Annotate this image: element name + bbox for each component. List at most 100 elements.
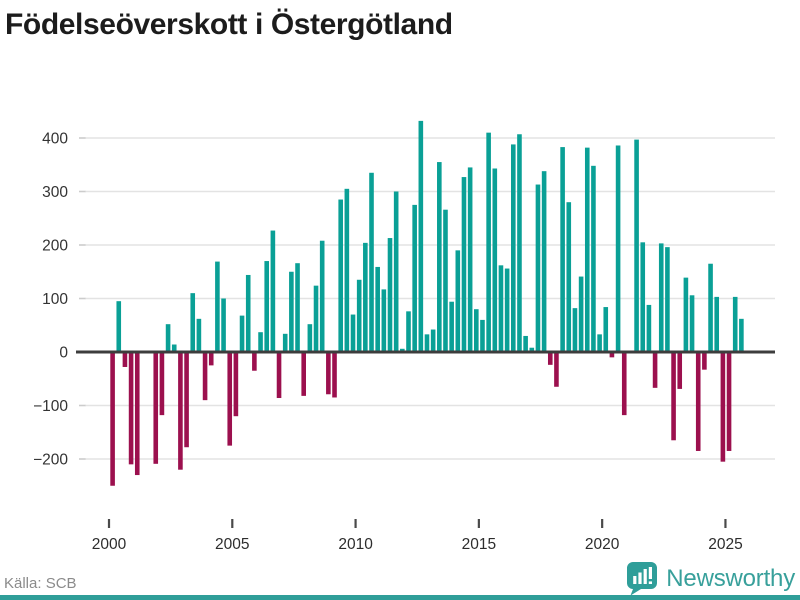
bar-2023-q2 <box>683 277 689 352</box>
bar-2016-q4 <box>523 335 528 352</box>
bar-2018-q1 <box>554 352 559 387</box>
bar-2007-q1 <box>282 333 288 352</box>
bar-2003-q1 <box>184 352 189 448</box>
bar-2005-q2 <box>239 315 245 352</box>
bar-2024-q4 <box>720 352 726 462</box>
bar-2021-q3 <box>640 242 646 352</box>
bar-2013-q2 <box>437 162 442 352</box>
bar-2004-q2 <box>215 261 220 352</box>
bar-2006-q4 <box>276 352 282 399</box>
xtick-label-2005: 2005 <box>215 536 249 553</box>
bar-2014-q4 <box>474 309 479 352</box>
ytick-label--200: −200 <box>33 452 68 469</box>
bar-2025-q2 <box>732 296 738 352</box>
newsworthy-wordmark: Newsworthy <box>666 565 795 592</box>
bar-2016-q2 <box>510 144 516 352</box>
bar-2019-q1 <box>578 276 584 352</box>
bar-2018-q3 <box>566 202 572 352</box>
bar-2021-q2 <box>634 139 639 352</box>
bar-2019-q3 <box>591 165 596 352</box>
bar-2015-q3 <box>492 168 498 352</box>
bar-2006-q3 <box>270 230 276 352</box>
bar-2025-q1 <box>726 352 732 451</box>
bar-2014-q1 <box>455 250 461 352</box>
xtick-label-2025: 2025 <box>708 536 742 553</box>
newsworthy-brand-link[interactable]: Newsworthy <box>627 562 795 596</box>
bar-2023-q4 <box>695 352 701 451</box>
bar-2013-q4 <box>449 301 454 352</box>
bar-2008-q3 <box>319 240 325 352</box>
bar-2007-q3 <box>295 263 300 352</box>
bar-2024-q2 <box>708 263 713 353</box>
bar-2005-q4 <box>252 352 257 371</box>
bar-2017-q2 <box>535 184 541 352</box>
xtick-label-2015: 2015 <box>462 536 496 553</box>
bar-2009-q2 <box>338 199 343 352</box>
bar-2020-q3 <box>615 145 621 352</box>
bar-2006-q1 <box>258 332 263 352</box>
bar-2005-q1 <box>233 352 239 417</box>
bar-2015-q1 <box>480 319 485 352</box>
bar-2022-q2 <box>658 243 664 352</box>
bar-2010-q1 <box>356 279 362 352</box>
xtick-label-2020: 2020 <box>585 536 620 553</box>
bar-2010-q3 <box>369 172 374 352</box>
ytick-label-100: 100 <box>42 291 68 308</box>
ytick-label-400: 400 <box>42 131 68 148</box>
bar-2023-q1 <box>677 352 683 389</box>
bar-2020-q4 <box>621 352 627 416</box>
bar-2023-q3 <box>689 295 695 352</box>
bar-2018-q2 <box>560 147 565 352</box>
bar-2006-q2 <box>264 261 270 352</box>
bar-2021-q4 <box>646 304 652 352</box>
bar-2011-q2 <box>387 238 393 352</box>
ytick-label-200: 200 <box>42 238 68 255</box>
bar-2011-q4 <box>400 348 405 352</box>
bar-2002-q4 <box>178 352 183 470</box>
bar-2011-q1 <box>381 289 387 352</box>
bar-2001-q4 <box>153 352 159 464</box>
bar-2004-q1 <box>208 352 214 366</box>
bar-2012-q3 <box>418 120 424 352</box>
bar-2007-q4 <box>301 352 306 396</box>
bar-2014-q2 <box>461 177 467 352</box>
bar-2017-q3 <box>541 171 547 352</box>
bar-2014-q3 <box>467 167 473 352</box>
bar-2000-q1 <box>110 352 115 486</box>
bar-2010-q2 <box>363 242 368 352</box>
bar-2004-q4 <box>227 352 233 446</box>
bar-2002-q1 <box>159 352 165 416</box>
bar-2022-q1 <box>652 352 658 388</box>
bar-2009-q3 <box>344 188 350 352</box>
bar-2011-q3 <box>393 191 399 352</box>
bar-2002-q3 <box>171 344 177 352</box>
bar-2000-q3 <box>122 352 128 367</box>
bar-2020-q2 <box>609 352 615 358</box>
ytick-label-300: 300 <box>42 184 68 201</box>
bar-2022-q3 <box>665 247 670 352</box>
bar-2008-q2 <box>313 285 319 352</box>
source-label: Källa: SCB <box>4 575 77 592</box>
brand-bottom-strip <box>0 595 800 600</box>
newsworthy-icon <box>627 562 658 596</box>
bar-2004-q3 <box>221 298 226 352</box>
bar-2013-q1 <box>430 329 436 352</box>
chart-title: Födelseöverskott i Östergötland <box>5 8 453 41</box>
bar-2017-q4 <box>547 352 553 365</box>
bar-2015-q4 <box>498 265 504 352</box>
bar-2022-q4 <box>671 352 676 441</box>
bar-2008-q4 <box>326 352 331 395</box>
bar-2015-q2 <box>486 132 491 352</box>
bar-2010-q4 <box>375 266 380 352</box>
bar-2009-q4 <box>350 314 356 352</box>
xtick-label-2000: 2000 <box>92 536 127 553</box>
bar-2000-q4 <box>128 352 134 465</box>
bar-2025-q3 <box>739 318 744 352</box>
bar-2017-q1 <box>529 347 535 352</box>
bar-2013-q3 <box>443 209 448 352</box>
bar-2003-q3 <box>196 318 202 352</box>
bar-2003-q4 <box>202 352 208 401</box>
bar-2002-q2 <box>165 324 171 352</box>
bar-2020-q1 <box>603 307 609 352</box>
